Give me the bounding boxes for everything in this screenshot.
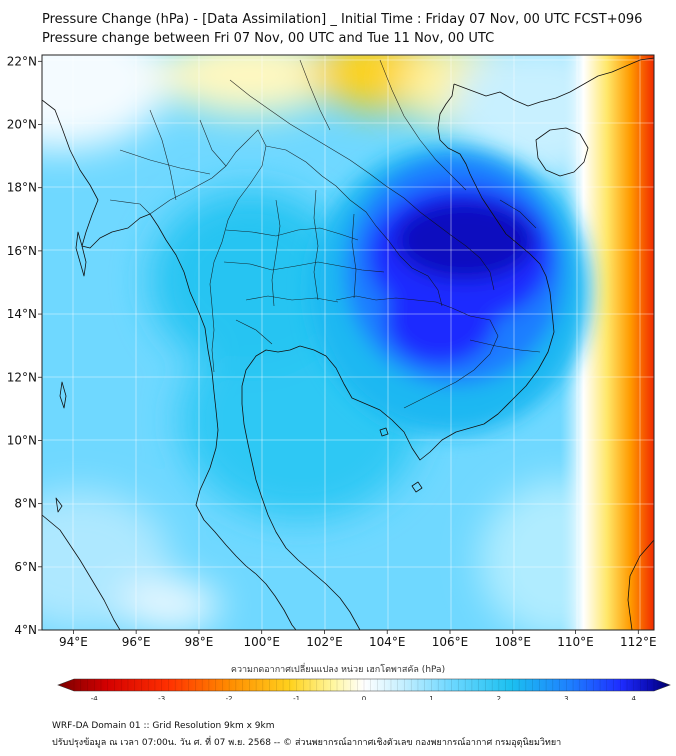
lon-tick-label: 110°E	[557, 635, 594, 649]
lon-tick-label: 112°E	[620, 635, 657, 649]
colorbar: -4 -3 -2 -1 0 1 2 3 4	[57, 678, 671, 700]
colorbar-tick-label: -3	[158, 695, 165, 700]
colorbar-tick-label: 3	[564, 695, 568, 700]
lon-tick-label: 104°E	[369, 635, 406, 649]
pressure-field	[42, 55, 654, 630]
lon-tick-label: 106°E	[432, 635, 469, 649]
lat-tick-label: 14°N	[7, 307, 37, 321]
footer-model-info: WRF-DA Domain 01 :: Grid Resolution 9km …	[52, 721, 275, 731]
colorbar-tick-label: -2	[226, 695, 233, 700]
colorbar-tick-label: 2	[497, 695, 501, 700]
map-subtitle: Pressure change between Fri 07 Nov, 00 U…	[42, 31, 495, 46]
colorbar-ticks: -4 -3 -2 -1 0 1 2 3 4	[73, 679, 655, 700]
colorbar-tick-label: -1	[293, 695, 300, 700]
pressure-change-map: 22°N 20°N 18°N 16°N 14°N 12°N 10°N 8°N 6°N 4°N 94…	[7, 54, 671, 700]
coastlines	[42, 57, 654, 630]
lat-tick-label: 18°N	[7, 181, 37, 195]
latitude-axis: 22°N 20°N 18°N 16°N 14°N 12°N 10°N 8°N 6°N 4°N	[7, 54, 42, 637]
colorbar-bar	[57, 678, 671, 692]
lat-tick-label: 10°N	[7, 433, 37, 447]
lat-tick-label: 6°N	[14, 560, 37, 574]
lon-tick-label: 94°E	[59, 635, 88, 649]
lat-tick-label: 16°N	[7, 244, 37, 258]
lon-tick-label: 96°E	[122, 635, 151, 649]
colorbar-tick-label: -4	[91, 695, 99, 700]
lon-tick-label: 102°E	[306, 635, 343, 649]
colorbar-label: ความกดอากาศเปลี่ยนแปลง หน่วย เฮกโตพาสคัล…	[230, 665, 446, 675]
lon-tick-label: 108°E	[495, 635, 532, 649]
longitude-axis: 94°E 96°E 98°E 100°E 102°E 104°E 106°E 108°E 110…	[59, 630, 657, 649]
lat-tick-label: 8°N	[14, 497, 37, 511]
lon-tick-label: 100°E	[243, 635, 280, 649]
lon-tick-label: 98°E	[184, 635, 213, 649]
lat-tick-label: 22°N	[7, 54, 37, 68]
colorbar-tick-label: 0	[362, 695, 366, 700]
lat-tick-label: 12°N	[7, 370, 37, 384]
country-borders	[109, 59, 541, 409]
colorbar-tick-label: 1	[429, 695, 433, 700]
colorbar-tick-label: 4	[632, 695, 637, 700]
footer-credit: ปรับปรุงข้อมูล ณ เวลา 07:00น. วัน ศ. ที่…	[52, 738, 562, 748]
map-frame	[41, 54, 655, 631]
lat-tick-label: 20°N	[7, 118, 37, 132]
map-title: Pressure Change (hPa) - [Data Assimilati…	[42, 12, 643, 27]
lat-tick-label: 4°N	[14, 623, 37, 637]
